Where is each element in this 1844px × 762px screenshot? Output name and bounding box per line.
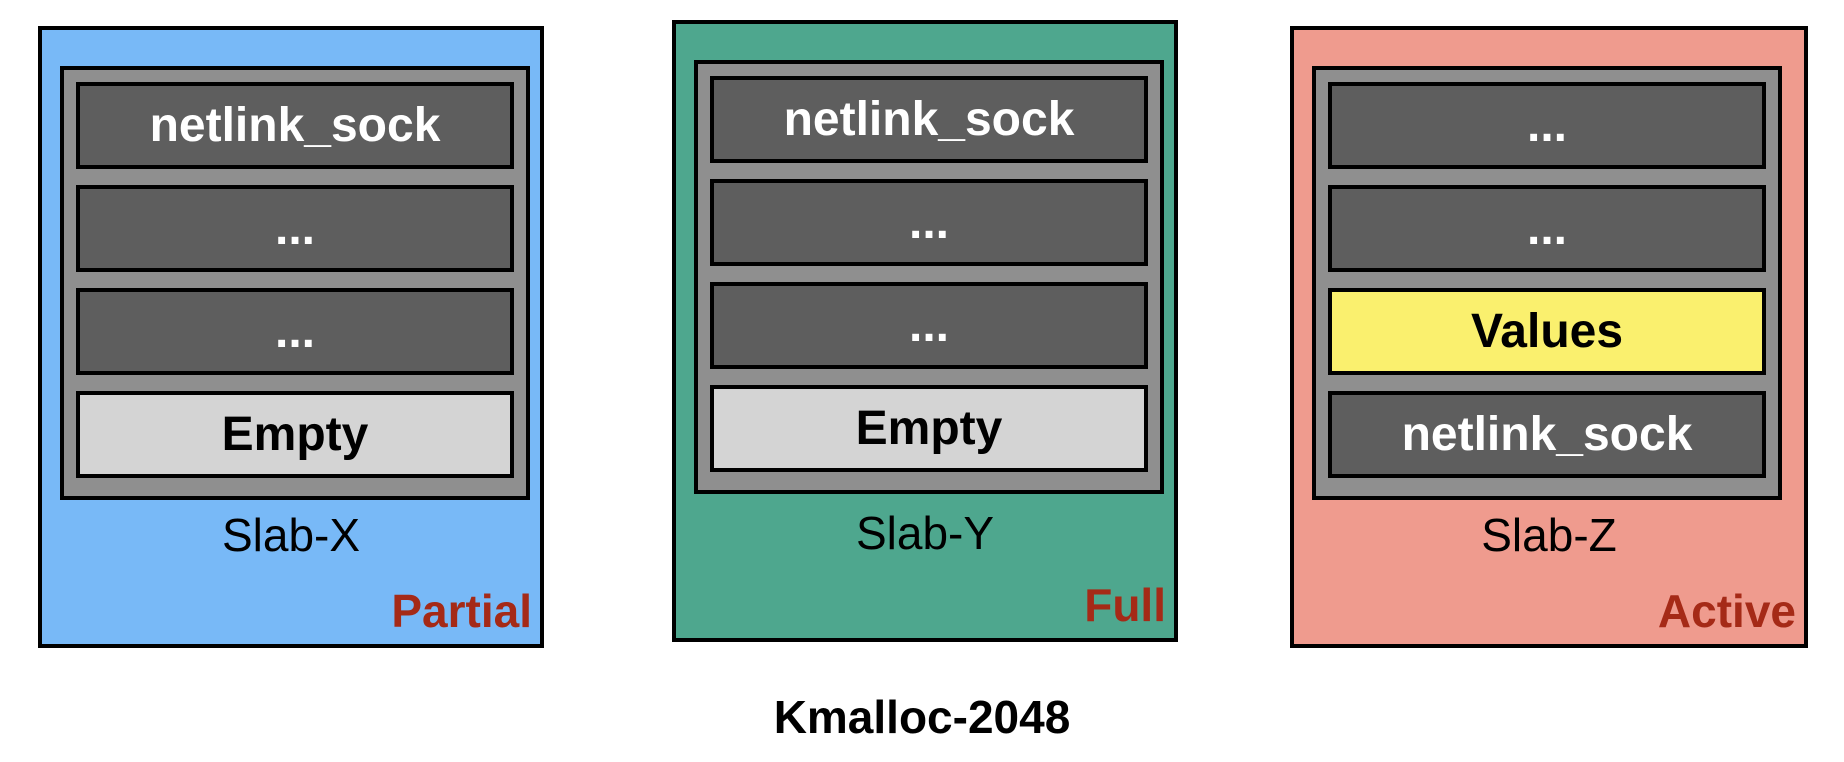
cache-title: Kmalloc-2048 [773, 691, 1071, 743]
slab-z-object-2: ... [1328, 185, 1766, 272]
slab-z-label: Slab-Z [1481, 509, 1617, 561]
slab-y-label: Slab-Y [855, 507, 995, 559]
slab-y-objects: netlink_sock ... ... Empty [694, 60, 1164, 494]
slab-y-object-4: Empty [710, 385, 1148, 472]
slab-y-object-3: ... [710, 282, 1148, 369]
slab-z-object-4: netlink_sock [1328, 391, 1766, 478]
slab-z-state: Active [1657, 585, 1796, 637]
slab-z-object-1: ... [1328, 82, 1766, 169]
slab-x-object-2: ... [76, 185, 514, 272]
slab-x: netlink_sock ... ... Empty Slab-X Partia… [38, 26, 544, 648]
slab-z-object-3: Values [1328, 288, 1766, 375]
slab-y-object-2: ... [710, 179, 1148, 266]
slab-z-objects: ... ... Values netlink_sock [1312, 66, 1782, 500]
slab-z: ... ... Values netlink_sock Slab-Z Activ… [1290, 26, 1808, 648]
slab-x-label: Slab-X [221, 509, 361, 561]
slab-x-objects: netlink_sock ... ... Empty [60, 66, 530, 500]
slab-x-object-4: Empty [76, 391, 514, 478]
slab-y-state: Full [1084, 579, 1166, 631]
slab-x-object-3: ... [76, 288, 514, 375]
slab-y-object-1: netlink_sock [710, 76, 1148, 163]
slab-x-object-1: netlink_sock [76, 82, 514, 169]
slab-x-state: Partial [391, 585, 532, 637]
slab-y: netlink_sock ... ... Empty Slab-Y Full [672, 20, 1178, 642]
